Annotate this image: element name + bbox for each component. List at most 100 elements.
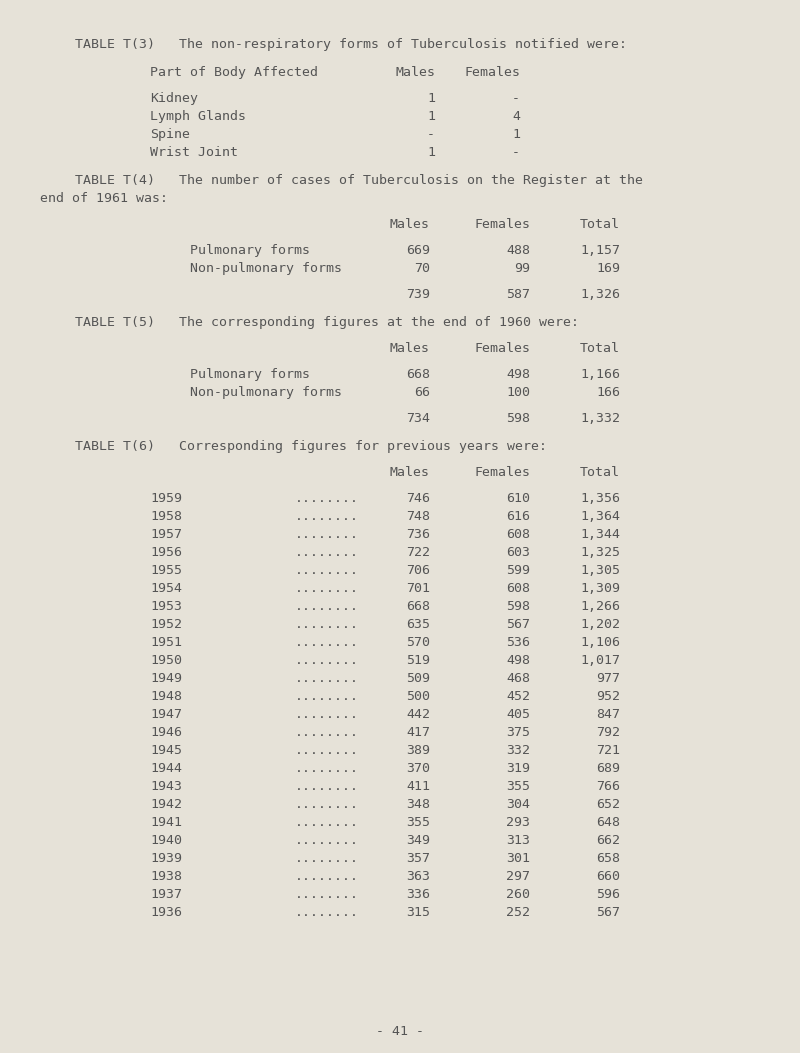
Text: 1,364: 1,364: [580, 510, 620, 523]
Text: 1951: 1951: [150, 636, 182, 649]
Text: 1,166: 1,166: [580, 367, 620, 381]
Text: 417: 417: [406, 726, 430, 739]
Text: 66: 66: [414, 386, 430, 399]
Text: 355: 355: [506, 780, 530, 793]
Text: 169: 169: [596, 262, 620, 275]
Text: TABLE T(6)   Corresponding figures for previous years were:: TABLE T(6) Corresponding figures for pre…: [75, 440, 547, 453]
Text: ........: ........: [295, 582, 359, 595]
Text: 1938: 1938: [150, 870, 182, 883]
Text: Non-pulmonary forms: Non-pulmonary forms: [190, 386, 342, 399]
Text: 1955: 1955: [150, 564, 182, 577]
Text: 1952: 1952: [150, 618, 182, 631]
Text: 1959: 1959: [150, 492, 182, 505]
Text: 536: 536: [506, 636, 530, 649]
Text: 1,356: 1,356: [580, 492, 620, 505]
Text: 1,344: 1,344: [580, 528, 620, 541]
Text: 608: 608: [506, 582, 530, 595]
Text: Males: Males: [395, 66, 435, 79]
Text: 1943: 1943: [150, 780, 182, 793]
Text: Females: Females: [464, 66, 520, 79]
Text: ........: ........: [295, 708, 359, 721]
Text: 766: 766: [596, 780, 620, 793]
Text: ........: ........: [295, 600, 359, 613]
Text: 1939: 1939: [150, 852, 182, 865]
Text: 1,305: 1,305: [580, 564, 620, 577]
Text: Non-pulmonary forms: Non-pulmonary forms: [190, 262, 342, 275]
Text: 746: 746: [406, 492, 430, 505]
Text: 4: 4: [512, 110, 520, 123]
Text: ........: ........: [295, 547, 359, 559]
Text: Total: Total: [580, 218, 620, 231]
Text: 1953: 1953: [150, 600, 182, 613]
Text: 1: 1: [427, 110, 435, 123]
Text: 635: 635: [406, 618, 430, 631]
Text: 1942: 1942: [150, 798, 182, 811]
Text: 616: 616: [506, 510, 530, 523]
Text: 706: 706: [406, 564, 430, 577]
Text: Pulmonary forms: Pulmonary forms: [190, 367, 310, 381]
Text: 1944: 1944: [150, 762, 182, 775]
Text: 598: 598: [506, 412, 530, 425]
Text: 1958: 1958: [150, 510, 182, 523]
Text: Females: Females: [474, 466, 530, 479]
Text: 315: 315: [406, 906, 430, 919]
Text: ........: ........: [295, 672, 359, 686]
Text: 349: 349: [406, 834, 430, 847]
Text: 599: 599: [506, 564, 530, 577]
Text: Total: Total: [580, 466, 620, 479]
Text: 336: 336: [406, 888, 430, 901]
Text: 468: 468: [506, 672, 530, 686]
Text: 1950: 1950: [150, 654, 182, 667]
Text: 952: 952: [596, 690, 620, 703]
Text: Total: Total: [580, 342, 620, 355]
Text: 357: 357: [406, 852, 430, 865]
Text: 734: 734: [406, 412, 430, 425]
Text: 519: 519: [406, 654, 430, 667]
Text: 313: 313: [506, 834, 530, 847]
Text: 701: 701: [406, 582, 430, 595]
Text: 587: 587: [506, 289, 530, 301]
Text: ........: ........: [295, 798, 359, 811]
Text: ........: ........: [295, 618, 359, 631]
Text: 1948: 1948: [150, 690, 182, 703]
Text: 1,309: 1,309: [580, 582, 620, 595]
Text: Spine: Spine: [150, 128, 190, 141]
Text: 100: 100: [506, 386, 530, 399]
Text: 1,017: 1,017: [580, 654, 620, 667]
Text: 1949: 1949: [150, 672, 182, 686]
Text: 652: 652: [596, 798, 620, 811]
Text: ........: ........: [295, 816, 359, 829]
Text: 500: 500: [406, 690, 430, 703]
Text: 739: 739: [406, 289, 430, 301]
Text: ........: ........: [295, 888, 359, 901]
Text: 252: 252: [506, 906, 530, 919]
Text: Kidney: Kidney: [150, 92, 198, 105]
Text: 1,202: 1,202: [580, 618, 620, 631]
Text: - 41 -: - 41 -: [376, 1025, 424, 1038]
Text: 1: 1: [427, 146, 435, 159]
Text: ........: ........: [295, 834, 359, 847]
Text: 722: 722: [406, 547, 430, 559]
Text: 166: 166: [596, 386, 620, 399]
Text: 411: 411: [406, 780, 430, 793]
Text: 498: 498: [506, 367, 530, 381]
Text: ........: ........: [295, 744, 359, 757]
Text: 721: 721: [596, 744, 620, 757]
Text: Wrist Joint: Wrist Joint: [150, 146, 238, 159]
Text: 498: 498: [506, 654, 530, 667]
Text: ........: ........: [295, 564, 359, 577]
Text: 319: 319: [506, 762, 530, 775]
Text: ........: ........: [295, 690, 359, 703]
Text: 567: 567: [596, 906, 620, 919]
Text: 847: 847: [596, 708, 620, 721]
Text: Females: Females: [474, 342, 530, 355]
Text: 608: 608: [506, 528, 530, 541]
Text: 669: 669: [406, 244, 430, 257]
Text: ........: ........: [295, 636, 359, 649]
Text: 304: 304: [506, 798, 530, 811]
Text: 1,332: 1,332: [580, 412, 620, 425]
Text: 1936: 1936: [150, 906, 182, 919]
Text: ........: ........: [295, 492, 359, 505]
Text: -: -: [427, 128, 435, 141]
Text: 301: 301: [506, 852, 530, 865]
